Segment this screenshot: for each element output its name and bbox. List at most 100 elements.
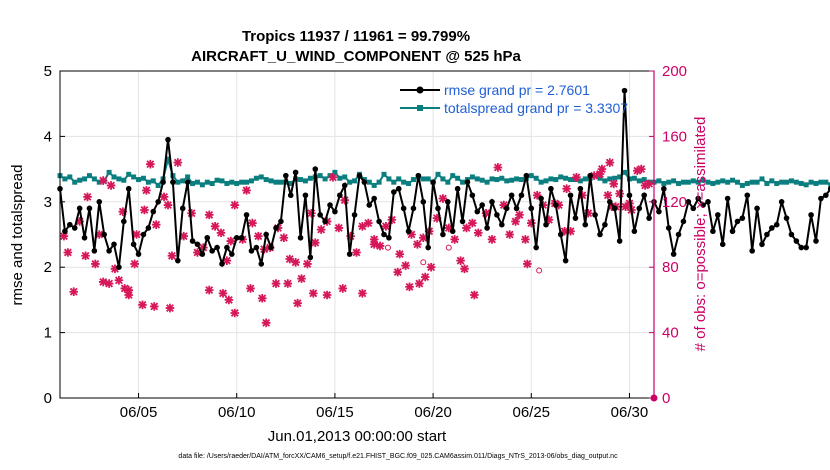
rmse-point — [189, 238, 196, 244]
obs-assimilated-point — [226, 236, 236, 246]
y-tick-label-right: 120 — [662, 194, 687, 211]
spread-point — [779, 179, 785, 185]
rmse-point — [744, 192, 751, 199]
obs-assimilated-point — [257, 293, 267, 303]
rmse-point — [76, 205, 83, 212]
rmse-point — [705, 199, 711, 205]
obs-assimilated-point — [279, 233, 289, 243]
rmse-point — [474, 208, 481, 215]
y-tick-label-right: 160 — [662, 128, 687, 145]
spread-point — [617, 174, 623, 180]
obs-possible-point — [420, 259, 427, 266]
rmse-point — [292, 169, 299, 176]
rmse-point — [739, 215, 746, 221]
rmse-point — [729, 228, 736, 235]
spread-point — [504, 178, 510, 184]
obs-assimilated-point — [63, 248, 73, 257]
obs-assimilated-point — [261, 318, 271, 328]
spread-point — [568, 177, 574, 183]
rmse-point — [125, 185, 132, 192]
spread-point — [62, 176, 68, 182]
rmse-point — [636, 205, 643, 212]
obs-assimilated-point — [444, 223, 454, 233]
rmse-point — [454, 185, 461, 192]
rmse-point — [130, 241, 137, 248]
rmse-point — [641, 192, 647, 199]
x-axis-label: Jun.01,2013 00:00:00 start — [268, 428, 447, 445]
rmse-point — [219, 261, 225, 267]
obs-possible-point — [445, 244, 452, 251]
spread-point — [676, 180, 682, 186]
obs-assimilated-point — [387, 215, 397, 225]
spread-point — [204, 179, 210, 185]
obs-assimilated-point — [589, 171, 599, 180]
obs-assimilated-point — [603, 190, 613, 200]
obs-assimilated-point — [114, 275, 124, 285]
spread-point — [106, 169, 112, 175]
rmse-point — [179, 205, 186, 212]
rmse-point — [356, 172, 363, 179]
rmse-point — [346, 251, 353, 257]
obs-assimilated-point — [605, 158, 615, 167]
spread-point — [744, 180, 750, 186]
spread-point — [209, 180, 215, 186]
obs-assimilated-point — [159, 192, 169, 202]
rmse-point — [371, 195, 377, 202]
y-tick-label-right: 0 — [662, 390, 670, 407]
rmse-point — [445, 199, 451, 205]
rmse-point — [773, 221, 780, 228]
obs-assimilated-point — [481, 208, 491, 218]
x-tick-label: 06/25 — [512, 404, 550, 421]
obs-assimilated-point — [562, 184, 571, 194]
rmse-point — [253, 244, 260, 251]
y-tick-label-right: 200 — [662, 63, 687, 80]
obs-assimilated-point — [120, 284, 130, 293]
spread-point — [302, 178, 308, 184]
spread-point — [808, 179, 814, 185]
obs-assimilated-point — [358, 222, 367, 231]
spread-point — [342, 174, 348, 180]
obs-assimilated-point — [393, 267, 403, 277]
obs-assimilated-point — [204, 210, 214, 220]
rmse-point — [106, 248, 112, 254]
rmse-point — [386, 234, 392, 241]
rmse-point — [238, 234, 245, 241]
spread-point — [131, 174, 137, 180]
rmse-layer — [57, 87, 830, 271]
obs-assimilated-point — [130, 259, 139, 269]
rmse-point — [160, 179, 166, 185]
spread-point — [239, 179, 245, 185]
rmse-point — [616, 238, 623, 244]
obs-assimilated-point — [566, 226, 575, 236]
obs-assimilated-point — [544, 215, 554, 225]
spread-point — [111, 174, 117, 180]
spread-point — [769, 178, 775, 184]
rmse-point — [400, 205, 407, 212]
rmse-point — [680, 218, 687, 225]
obs-assimilated-point — [401, 261, 410, 270]
legend-spread-label: totalspread grand pr = 3.3307 — [444, 100, 628, 116]
spread-point — [784, 179, 790, 185]
obs-assimilated-point — [216, 228, 226, 238]
obs-assimilated-point — [597, 164, 607, 174]
obs-assimilated-point — [625, 199, 634, 208]
obs-assimilated-point — [297, 274, 306, 283]
rmse-point — [611, 205, 618, 212]
rmse-point — [376, 218, 382, 225]
rmse-point — [464, 179, 471, 185]
rmse-point — [258, 261, 265, 267]
obs-assimilated-point — [621, 202, 630, 211]
rmse-point — [62, 228, 68, 235]
spread-point — [700, 177, 706, 183]
obs-assimilated-point — [583, 208, 593, 218]
spread-point — [764, 180, 770, 186]
spread-point — [67, 174, 73, 180]
spread-point — [533, 175, 539, 181]
rmse-point — [194, 241, 201, 248]
spread-point — [577, 178, 583, 184]
spread-point — [288, 180, 294, 186]
rmse-point — [572, 215, 579, 221]
rmse-point — [494, 212, 500, 218]
obs-assimilated-point — [151, 220, 161, 229]
rmse-point — [518, 192, 525, 199]
